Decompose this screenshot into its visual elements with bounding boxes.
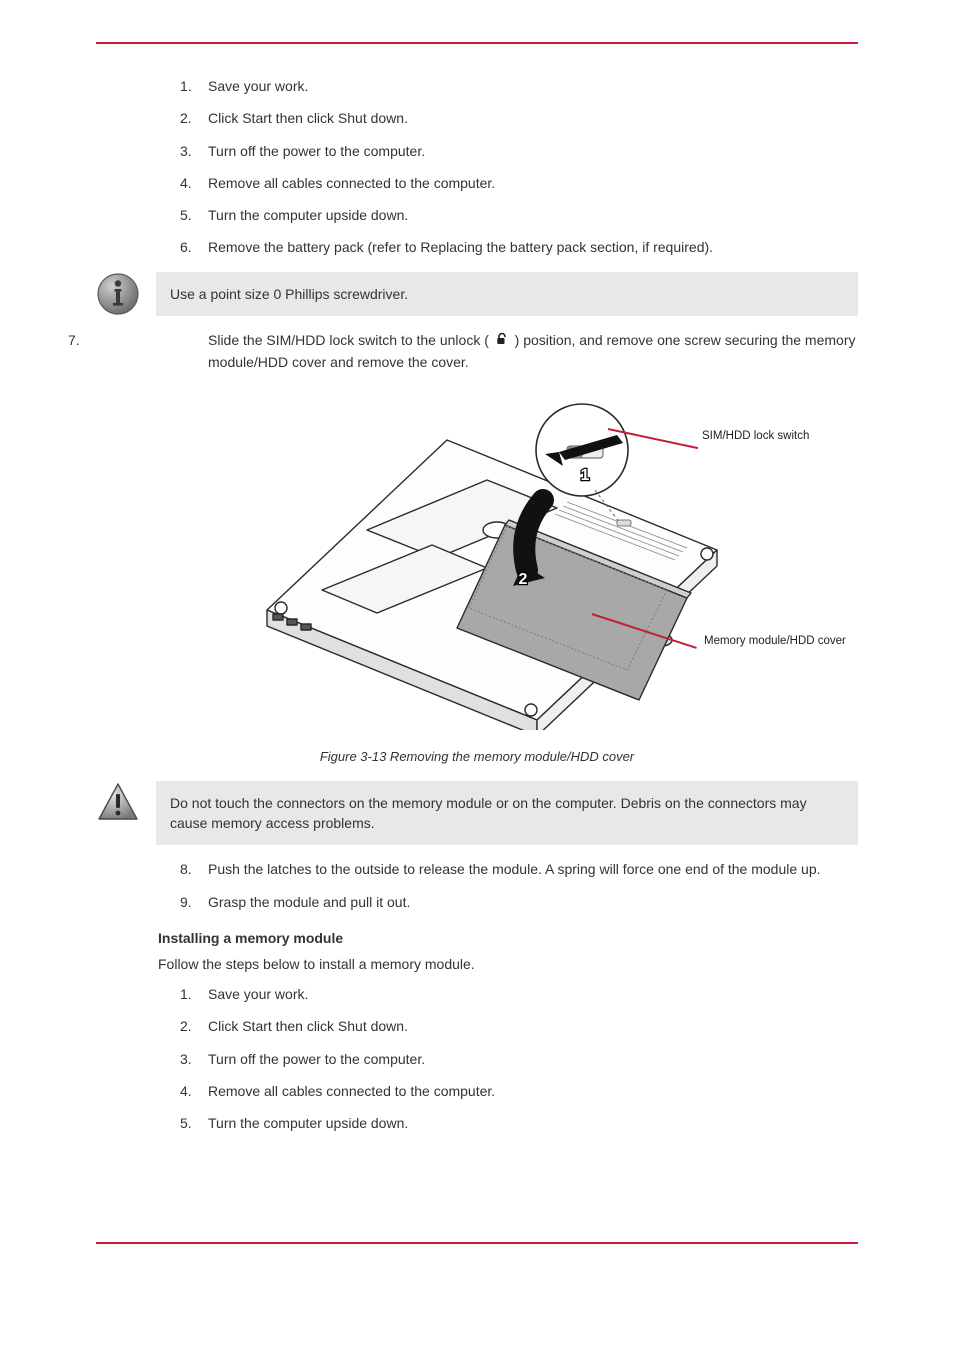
install-step-3: 3.Turn off the power to the computer. <box>208 1049 858 1069</box>
step-text: Grasp the module and pull it out. <box>208 894 410 910</box>
install-step-2: 2.Click Start then click Shut down. <box>208 1016 858 1036</box>
callout-lock-label: SIM/HDD lock switch <box>702 430 809 442</box>
step-4: 4.Remove all cables connected to the com… <box>208 173 858 193</box>
step-num: 7. <box>68 330 80 350</box>
step-9: 9.Grasp the module and pull it out. <box>208 892 858 912</box>
bottom-rule <box>96 1242 858 1244</box>
step-num: 9. <box>180 892 192 912</box>
step-text: Turn off the power to the computer. <box>208 143 425 159</box>
figure-caption: Figure 3-13 Removing the memory module/H… <box>96 748 858 767</box>
step-num: 2. <box>180 1016 192 1036</box>
step-text: Remove all cables connected to the compu… <box>208 1083 495 1099</box>
caution-box: Do not touch the connectors on the memor… <box>156 781 858 846</box>
info-note-box: Use a point size 0 Phillips screwdriver. <box>156 272 858 316</box>
step-num: 5. <box>180 205 192 225</box>
caution-text: Do not touch the connectors on the memor… <box>170 795 807 831</box>
step-text: Push the latches to the outside to relea… <box>208 861 821 877</box>
step-num: 1. <box>180 984 192 1004</box>
step-text: Turn off the power to the computer. <box>208 1051 425 1067</box>
install-step-1: 1.Save your work. <box>208 984 858 1004</box>
warning-icon <box>96 781 140 825</box>
step-num: 1. <box>180 76 192 96</box>
install-step-4: 4.Remove all cables connected to the com… <box>208 1081 858 1101</box>
step-7: 7. Slide the SIM/HDD lock switch to the … <box>96 330 858 372</box>
step-text: Turn the computer upside down. <box>208 1115 408 1131</box>
step-text: Remove all cables connected to the compu… <box>208 175 495 191</box>
svg-text:1: 1 <box>581 467 590 484</box>
svg-text:2: 2 <box>519 571 528 588</box>
step-3: 3.Turn off the power to the computer. <box>208 141 858 161</box>
install-subhead: Installing a memory module <box>96 930 858 946</box>
install-step-5: 5.Turn the computer upside down. <box>208 1113 858 1133</box>
callout-cover-label: Memory module/HDD cover <box>704 635 846 647</box>
install-intro: Follow the steps below to install a memo… <box>96 954 858 974</box>
step-text: Save your work. <box>208 986 308 1002</box>
top-rule <box>96 42 858 44</box>
unlock-icon <box>495 331 509 351</box>
step-1: 1.Save your work. <box>208 76 858 96</box>
step-num: 3. <box>180 1049 192 1069</box>
step-num: 3. <box>180 141 192 161</box>
step-num: 4. <box>180 173 192 193</box>
step-7-text-a: Slide the SIM/HDD lock switch to the unl… <box>208 332 489 348</box>
step-text: Turn the computer upside down. <box>208 207 408 223</box>
step-text: Save your work. <box>208 78 308 94</box>
step-num: 8. <box>180 859 192 879</box>
steps-before-note: 1.Save your work. 2.Click Start then cli… <box>96 76 858 258</box>
caution-row: Do not touch the connectors on the memor… <box>96 781 858 846</box>
step-num: 4. <box>180 1081 192 1101</box>
page-content: 1.Save your work. 2.Click Start then cli… <box>96 76 858 1146</box>
step-8: 8.Push the latches to the outside to rel… <box>208 859 858 879</box>
step-5: 5.Turn the computer upside down. <box>208 205 858 225</box>
install-steps: 1.Save your work. 2.Click Start then cli… <box>96 984 858 1133</box>
info-icon <box>96 272 140 316</box>
step-2: 2.Click Start then click Shut down. <box>208 108 858 128</box>
laptop-bottom-illustration: 1 2 <box>187 380 767 730</box>
step-num: 5. <box>180 1113 192 1133</box>
step-num: 6. <box>180 237 192 257</box>
step-text: Click Start then click Shut down. <box>208 110 408 126</box>
step-6: 6.Remove the battery pack (refer to Repl… <box>208 237 858 257</box>
info-note-row: Use a point size 0 Phillips screwdriver. <box>96 272 858 316</box>
step-text: Click Start then click Shut down. <box>208 1018 408 1034</box>
step-text: Remove the battery pack (refer to Replac… <box>208 239 713 255</box>
step-num: 2. <box>180 108 192 128</box>
figure-3-13: 1 2 SIM/HDD lock switch Memory module/HD… <box>96 380 858 740</box>
info-note-text: Use a point size 0 Phillips screwdriver. <box>170 286 408 302</box>
steps-after-caution: 8. Push the latches to the outside to rel… <box>96 859 858 912</box>
